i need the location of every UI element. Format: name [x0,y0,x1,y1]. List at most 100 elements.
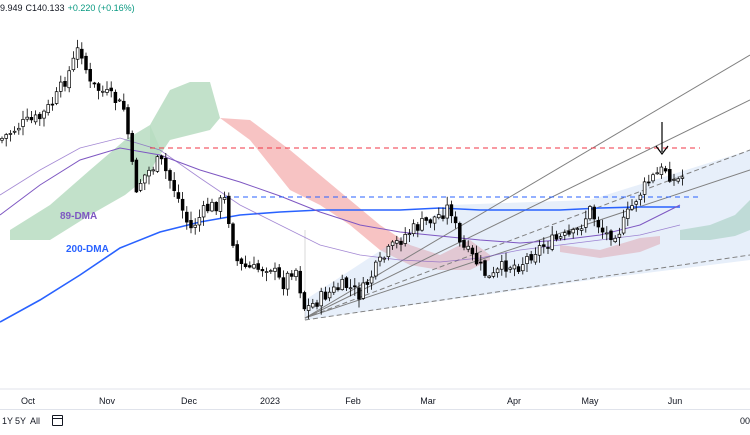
candle-down [88,68,92,82]
candle-up [273,267,277,272]
candle-up [558,236,563,239]
candle-up [42,110,46,119]
candle-down [428,219,433,224]
candle-up [407,233,412,236]
candle-down [92,82,97,85]
x-tick-label: Feb [345,396,361,406]
candle-down [365,282,370,285]
x-tick-label: Jun [668,396,683,406]
candle-up [621,216,626,234]
channel-lower-line [304,254,750,321]
cloud-bull-segment [150,82,220,170]
candle-down [231,223,235,246]
candle-down [592,206,596,220]
candle-up [550,234,554,250]
candle-down [399,240,403,245]
candle-up [12,130,17,133]
candle-up [630,205,634,210]
x-tick-label: May [581,396,599,406]
candle-down [134,159,139,193]
candle-up [285,272,290,290]
pitchfork-line-2 [304,99,750,319]
candle-up [445,204,449,219]
candle-up [17,127,21,131]
candle-up [332,286,336,293]
candle-down [256,263,260,270]
candle-up [676,178,680,182]
candle-up [579,228,584,231]
candle-up [143,174,147,184]
ohlc-readout: 9.949 C140.133 +0.220 (+0.16%) [0,3,138,13]
candle-up [252,264,256,269]
candle-up [117,99,122,102]
candle-up [327,291,332,299]
candle-up [571,229,575,234]
candle-up [680,176,685,179]
x-tick-label: Dec [181,396,198,406]
range-5y-button[interactable]: 5Y [15,416,27,426]
candle-up [395,240,399,244]
candle-up [151,169,155,172]
candle-up [672,179,676,181]
candle-up [525,256,529,264]
candle-up [613,237,617,242]
candle-down [29,117,34,121]
candle-down [323,291,328,300]
candle-down [122,100,126,110]
candle-up [651,174,655,182]
candle-down [38,113,42,120]
calendar-icon[interactable] [52,415,63,426]
moving-averages [0,137,681,323]
candle-down [647,181,651,184]
candle-up [264,271,269,273]
candles [0,39,685,319]
candle-down [449,204,454,217]
candle-down [458,222,462,243]
candle-up [0,138,4,141]
candle-down [164,157,168,172]
candle-down [474,253,479,265]
dma-200-line [0,206,680,323]
cloud-bear-segment [560,236,660,258]
candle-down [260,269,265,272]
pitchfork-line-1 [304,54,750,319]
candle-up [201,205,206,218]
candle-up [33,114,38,123]
candle-up [46,104,50,114]
candle-up [71,57,76,71]
candle-down [529,254,533,261]
candle-up [319,291,323,307]
candle-up [348,287,353,290]
cloud-bull-segment [680,200,750,240]
candle-up [533,254,538,263]
candle-up [197,217,202,226]
candle-up [495,268,500,274]
candle-up [390,241,395,246]
candle-up [8,133,13,135]
candle-down [470,247,475,255]
candle-down [63,81,67,87]
dma-89-line [0,147,681,244]
ohlc-open: 9.949 [0,3,23,13]
candle-down [298,270,302,294]
time-readout: 00 [739,416,750,426]
candle-up [432,216,437,224]
range-all-button[interactable]: All [30,416,41,426]
candle-up [67,70,71,89]
range-1y-button[interactable]: 1Y [2,416,14,426]
candle-down [126,107,130,135]
candle-down [353,285,357,288]
candle-down [248,265,252,268]
candle-up [59,81,63,92]
candle-up [512,264,517,270]
candle-down [130,132,134,162]
candle-down [462,240,466,248]
candle-up [563,232,567,236]
candle-up [659,166,664,175]
candle-up [218,197,223,212]
candle-down [554,234,559,240]
candle-down [600,227,605,233]
candle-down [336,287,340,291]
